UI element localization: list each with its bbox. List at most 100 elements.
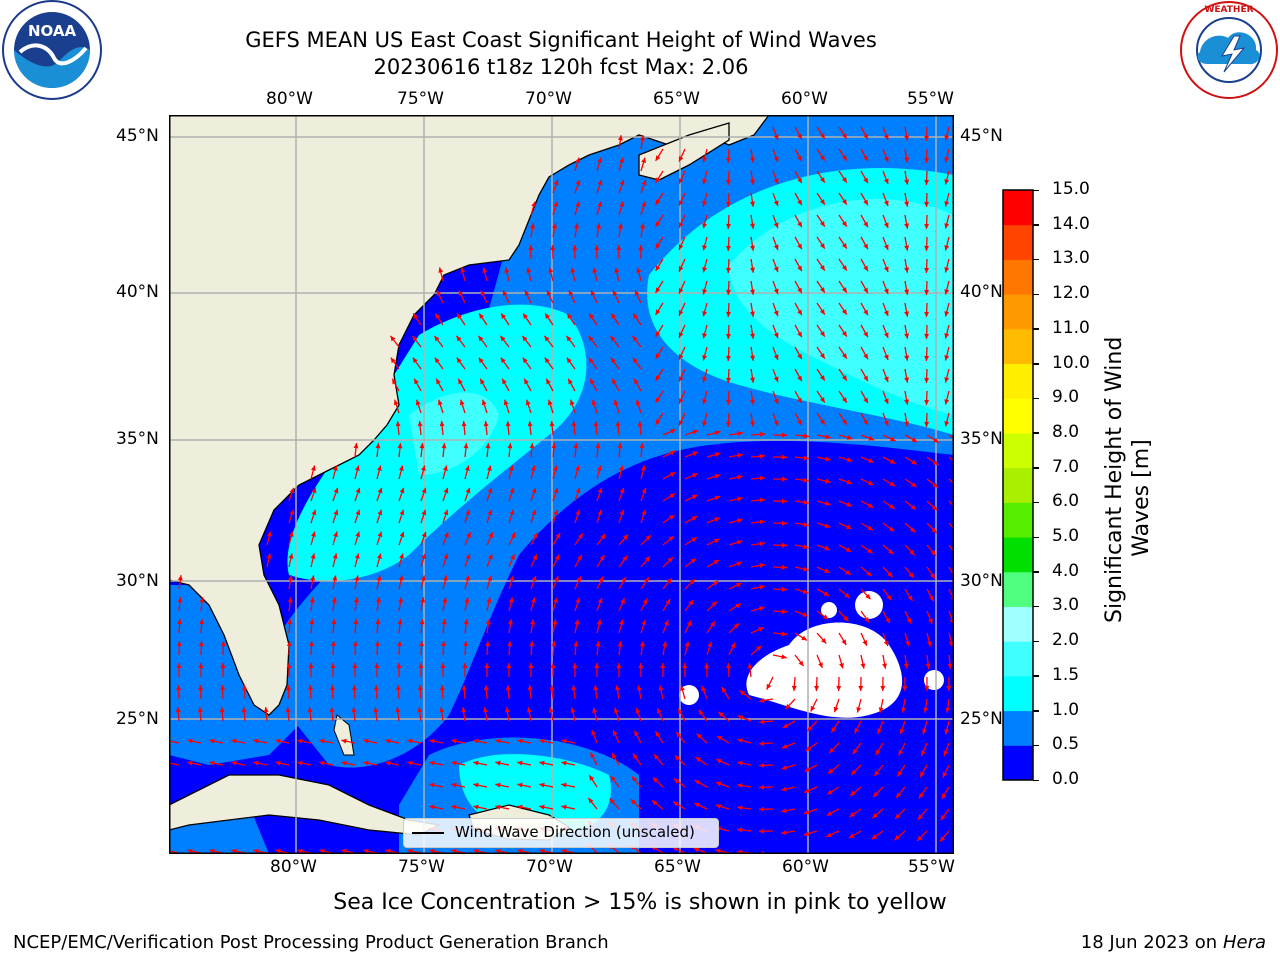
wind-wave-arrowhead: [417, 707, 423, 713]
wind-wave-arrowhead: [451, 804, 457, 810]
wind-wave-arrowhead: [678, 222, 684, 228]
wind-wave-arrowhead: [749, 201, 755, 207]
wind-wave-arrowhead: [307, 707, 313, 713]
wind-wave-arrowhead: [531, 487, 537, 494]
wind-wave-arrowhead: [532, 554, 537, 560]
wind-wave-arrowhead: [933, 437, 939, 443]
wind-wave-arrowhead: [311, 509, 317, 516]
wind-wave-arrowhead: [577, 554, 582, 561]
wind-wave-arrowhead: [460, 267, 466, 273]
noaa-logo-text: NOAA: [28, 22, 77, 40]
wind-wave-arrowhead: [883, 178, 889, 185]
wind-wave-arrowhead: [622, 555, 628, 562]
wind-wave-arrowhead: [451, 848, 457, 854]
wind-wave-arrowhead: [797, 199, 802, 206]
wind-wave-arrowhead: [461, 707, 467, 713]
wind-wave-arrowhead: [801, 635, 807, 641]
wind-wave-arrowhead: [906, 618, 912, 624]
wind-wave-arrowhead: [529, 443, 535, 449]
wind-wave-arrowhead: [495, 760, 501, 766]
wind-wave-arrowhead: [726, 399, 732, 405]
wind-wave-arrowhead: [714, 517, 720, 522]
wind-wave-arrowhead: [921, 750, 926, 756]
wind-wave-arrowhead: [398, 597, 403, 603]
wind-wave-arrowhead: [544, 335, 550, 342]
wind-wave-arrowhead: [531, 201, 537, 208]
wind-wave-arrowhead: [638, 245, 644, 251]
wind-wave-arrowhead: [924, 135, 930, 141]
wind-wave-arrowhead: [931, 505, 938, 511]
wind-wave-arrowhead: [688, 599, 694, 606]
wind-wave-arrowhead: [819, 353, 825, 359]
lon-tick-top: 70°W: [525, 89, 572, 109]
wind-wave-arrowhead: [332, 553, 338, 559]
wind-wave-arrowhead: [668, 536, 674, 542]
colorbar-tick-mark: [1033, 675, 1039, 677]
wind-wave-arrowhead: [353, 597, 359, 603]
wind-wave-arrowhead: [355, 487, 361, 494]
wind-wave-arrowhead: [702, 289, 708, 295]
colorbar-tick-mark: [1033, 432, 1039, 434]
wind-wave-arrowhead: [420, 575, 426, 581]
wind-wave-arrowhead: [643, 577, 649, 583]
colorbar-tick-mark: [1033, 710, 1039, 712]
wind-wave-arrowhead: [924, 223, 930, 229]
wind-wave-arrowhead: [437, 399, 443, 406]
wind-wave-arrowhead: [594, 663, 600, 669]
wind-wave-arrowhead: [640, 223, 645, 229]
wind-wave-arrowhead: [527, 685, 533, 691]
wind-wave-arrowhead: [613, 399, 619, 406]
wind-wave-arrowhead: [670, 450, 676, 456]
wind-wave-arrowhead: [785, 703, 791, 710]
wind-wave-arrowhead: [781, 786, 787, 792]
wind-wave-arrowhead: [553, 597, 558, 604]
wind-wave-arrowhead: [883, 420, 889, 427]
wind-wave-arrowhead: [220, 641, 226, 647]
wind-wave-arrowhead: [390, 335, 396, 342]
wind-wave-arrowhead: [773, 420, 779, 427]
lon-tick-bottom: 70°W: [526, 857, 573, 877]
wind-wave-arrowhead: [737, 452, 743, 458]
wind-wave-arrowhead: [846, 479, 853, 485]
colorbar-tick-mark: [1033, 467, 1039, 469]
wind-wave-arrowhead: [904, 333, 910, 339]
colorbar-tick-label: 1.5: [1052, 664, 1080, 685]
wind-wave-arrowhead: [929, 595, 934, 602]
wind-wave-arrowhead: [444, 531, 449, 538]
wind-wave-arrowhead: [609, 798, 615, 804]
colorbar-cell: [1003, 190, 1033, 226]
wind-wave-arrowhead: [554, 575, 559, 582]
colorbar-tick-mark: [1033, 744, 1039, 747]
wind-wave-arrowhead: [749, 267, 755, 273]
wind-wave-arrowhead: [716, 735, 723, 741]
colorbar-tick-label: 6.0: [1052, 491, 1080, 512]
wind-wave-arrowhead: [396, 641, 402, 647]
wind-wave-arrowhead: [363, 738, 369, 744]
wind-wave-arrowhead: [501, 313, 507, 319]
wind-wave-arrowhead: [673, 778, 680, 784]
wind-wave-arrowhead: [641, 157, 646, 164]
lon-tick-top: 55°W: [907, 89, 954, 109]
wind-wave-arrowhead: [634, 290, 640, 296]
wind-wave-arrowhead: [781, 476, 787, 482]
wind-wave-arrowhead: [528, 663, 534, 669]
wind-wave-arrowhead: [465, 509, 471, 516]
wind-wave-arrowhead: [479, 313, 485, 319]
wind-wave-arrowhead: [566, 335, 572, 342]
wind-wave-arrowhead: [552, 465, 558, 471]
wind-wave-arrowhead: [773, 134, 779, 141]
wind-wave-arrowhead: [407, 760, 413, 766]
wind-wave-arrowhead: [678, 310, 684, 316]
wind-wave-arrowhead: [773, 398, 779, 405]
wind-wave-arrowhead: [329, 707, 335, 713]
wind-wave-arrowhead: [354, 575, 360, 581]
wind-wave-arrowhead: [883, 354, 889, 361]
lat-tick-left: 25°N: [116, 709, 159, 729]
wind-wave-arrowhead: [888, 549, 894, 555]
wind-wave-arrowhead: [415, 399, 421, 406]
wind-wave-arrowhead: [713, 560, 720, 565]
wind-wave-arrowhead: [550, 245, 556, 251]
wind-wave-arrowhead: [665, 599, 671, 605]
wind-wave-arrowhead: [567, 313, 573, 319]
wind-wave-arrowhead: [942, 771, 948, 778]
